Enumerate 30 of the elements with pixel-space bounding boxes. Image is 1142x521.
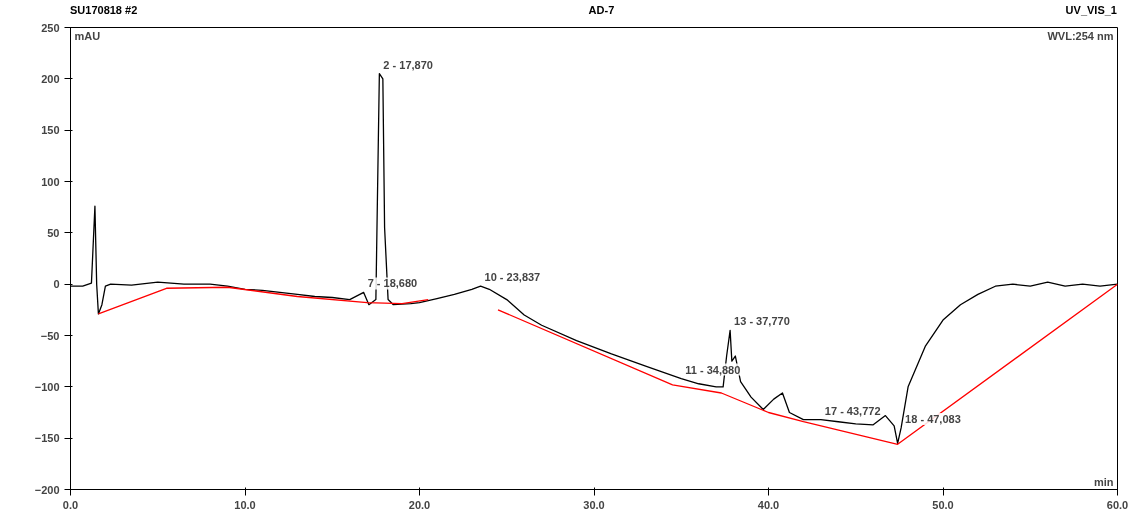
y-tick-label: 200 (41, 72, 60, 85)
annotation: 7 - 18,680 (367, 277, 418, 290)
x-tick-label: 40.0 (757, 498, 780, 511)
y-tick-label: −150 (34, 432, 60, 445)
text: UV_VIS_1 (1065, 3, 1117, 18)
annotation: 18 - 47,083 (905, 412, 961, 425)
x-tick-label: 50.0 (932, 498, 954, 511)
annotation: 17 - 43,772 (824, 404, 881, 417)
chart-title: AD-7 (588, 3, 615, 18)
text: SU170818 #2 (70, 3, 138, 18)
x-tick-label: 10.0 (234, 498, 256, 511)
annotation: 13 - 37,770 (734, 315, 790, 328)
annotation: 11 - 34,880 (685, 363, 741, 376)
x-axis-title: min (1093, 475, 1114, 488)
x-tick-label: 30.0 (583, 498, 605, 511)
annotation: 10 - 23,837 (484, 271, 541, 284)
y-tick-label: 250 (41, 21, 60, 34)
x-tick-label: 20.0 (408, 498, 431, 511)
annotation: WVL:254 nm (1047, 29, 1114, 42)
y-tick-label: 50 (47, 226, 60, 239)
y-tick-label: −100 (34, 380, 60, 393)
y-tick-label: 0 (53, 278, 60, 291)
annotation: 2 - 17,870 (383, 58, 433, 71)
x-tick-label: 60.0 (1106, 498, 1129, 511)
y-axis-title: mAU (74, 29, 101, 42)
y-tick-label: 150 (41, 124, 60, 137)
y-tick-label: −50 (40, 329, 60, 342)
y-tick-label: −200 (34, 483, 60, 496)
y-tick-label: 100 (41, 175, 60, 188)
x-tick-label: 0.0 (62, 498, 79, 511)
